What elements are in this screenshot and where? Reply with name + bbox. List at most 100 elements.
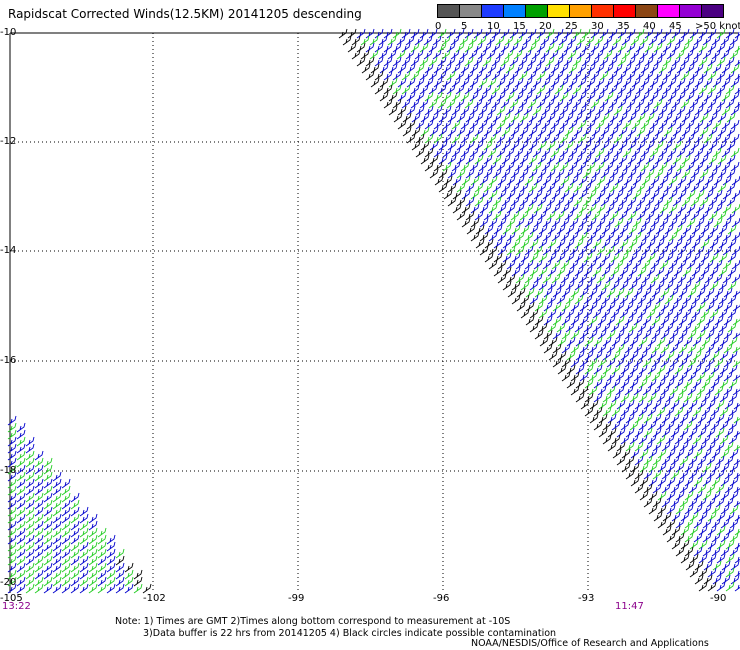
wind-barb <box>519 154 529 165</box>
wind-barb <box>689 98 699 109</box>
wind-barb <box>652 497 662 508</box>
wind-barb <box>669 385 679 396</box>
lon-label: -102 <box>143 593 166 604</box>
wind-barb <box>470 203 480 214</box>
wind-barb <box>645 112 655 123</box>
wind-barb <box>505 161 515 172</box>
wind-barb <box>626 56 636 67</box>
wind-barb <box>592 238 602 249</box>
wind-barb <box>680 70 690 81</box>
wind-barb <box>16 541 26 552</box>
wind-barb <box>506 203 516 214</box>
wind-barb <box>620 336 630 347</box>
wind-barb <box>524 231 534 242</box>
wind-barb <box>640 119 650 130</box>
wind-barb <box>642 385 652 396</box>
wind-barb <box>593 420 603 431</box>
wind-barb <box>573 126 583 137</box>
wind-barb <box>611 364 621 375</box>
wind-barb <box>668 245 678 256</box>
wind-barb <box>671 539 681 550</box>
wind-barb <box>433 147 443 158</box>
wind-barb <box>361 63 371 74</box>
wind-barb <box>560 259 570 270</box>
wind-barb <box>627 182 637 193</box>
wind-barb <box>617 98 627 109</box>
wind-barb <box>614 175 624 186</box>
wind-barb <box>609 154 619 165</box>
wind-barb <box>723 343 733 354</box>
wind-barb <box>483 210 493 221</box>
wind-barb <box>565 322 575 333</box>
wind-barb <box>532 91 542 102</box>
wind-barb <box>687 287 697 298</box>
wind-barb <box>615 371 625 382</box>
wind-barb <box>667 63 677 74</box>
wind-barb <box>629 364 639 375</box>
wind-barb <box>34 499 44 510</box>
wind-barb <box>634 469 644 480</box>
wind-barb <box>677 175 687 186</box>
wind-barb <box>397 105 407 116</box>
wind-barb <box>511 252 521 263</box>
wind-barb <box>647 392 657 403</box>
wind-barb <box>474 140 484 151</box>
wind-barb <box>686 203 696 214</box>
wind-barb <box>609 168 619 179</box>
wind-barb <box>502 238 512 249</box>
wind-barb <box>540 35 550 46</box>
wind-barb <box>70 576 80 587</box>
wind-barb <box>652 469 662 480</box>
wind-barb <box>573 182 583 193</box>
wind-barb <box>518 28 528 39</box>
wind-barb <box>624 315 634 326</box>
wind-barb <box>528 112 538 123</box>
wind-barb <box>545 70 555 81</box>
wind-barb <box>647 420 657 431</box>
wind-barb <box>628 322 638 333</box>
wind-barb <box>643 497 653 508</box>
wind-barb <box>639 448 649 459</box>
wind-barb <box>702 462 712 473</box>
wind-barb <box>428 28 438 39</box>
wind-barb <box>730 574 740 585</box>
wind-barb <box>487 119 497 130</box>
wind-barb <box>631 77 641 88</box>
wind-barb <box>586 77 596 88</box>
wind-barb <box>419 42 429 53</box>
wind-barb <box>88 513 98 524</box>
wind-barb <box>640 161 650 172</box>
wind-barb <box>626 28 636 39</box>
wind-barb <box>674 392 684 403</box>
wind-barb <box>411 140 421 151</box>
wind-barb <box>669 357 679 368</box>
wind-barb <box>689 42 699 53</box>
wind-barb <box>587 203 597 214</box>
wind-barb <box>577 147 587 158</box>
wind-barb <box>456 126 466 137</box>
wind-barb <box>388 91 398 102</box>
wind-barb <box>602 392 612 403</box>
wind-barb <box>673 238 683 249</box>
wind-barb <box>661 441 671 452</box>
wind-barb <box>452 175 462 186</box>
wind-barb <box>25 443 35 454</box>
wind-barb <box>34 450 44 461</box>
wind-barb <box>566 364 576 375</box>
wind-barb <box>657 448 667 459</box>
wind-barb <box>731 203 740 214</box>
wind-barb <box>699 154 709 165</box>
wind-barb <box>681 126 691 137</box>
wind-barb <box>133 569 143 580</box>
wind-barb <box>469 91 479 102</box>
wind-barb <box>537 112 547 123</box>
wind-barb <box>563 70 573 81</box>
wind-barb <box>680 98 690 109</box>
wind-barb <box>637 238 647 249</box>
wind-barb <box>497 273 507 284</box>
wind-barb <box>632 245 642 256</box>
wind-barb <box>659 231 669 242</box>
wind-barb <box>541 161 551 172</box>
wind-barb <box>708 210 718 221</box>
wind-barb <box>583 252 593 263</box>
